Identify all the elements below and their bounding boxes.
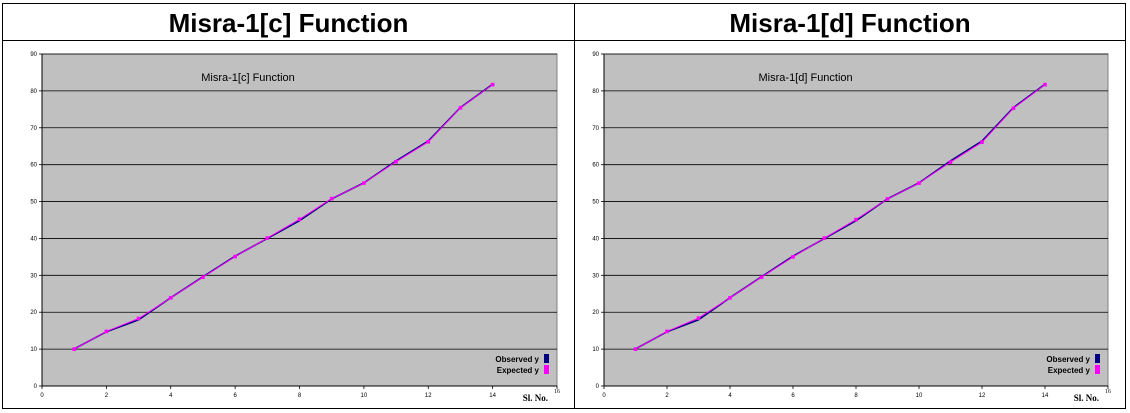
x-tick-label: 4: [728, 393, 732, 399]
y-tick-label: 0: [596, 384, 600, 390]
y-tick-label: 40: [30, 236, 37, 242]
data-point: [265, 236, 270, 240]
series-line-expected: [73, 84, 493, 350]
x-tick-label: 0: [602, 393, 606, 399]
y-tick-label: 70: [592, 126, 599, 132]
data-point: [426, 139, 431, 144]
y-tick-label: 20: [592, 310, 599, 316]
y-tick-label: 90: [30, 52, 37, 58]
x-tick-label: 16: [1105, 389, 1111, 395]
data-point: [980, 140, 984, 144]
data-point: [1043, 82, 1047, 87]
legend-swatch-observed: [1095, 354, 1100, 363]
chart-title: Misra-1[c] Function: [201, 72, 295, 84]
x-tick-label: 6: [233, 393, 237, 399]
y-tick-label: 60: [592, 163, 599, 169]
y-tick-label: 20: [30, 310, 37, 316]
header-divider: [2, 40, 1126, 41]
x-tick-label: 12: [979, 393, 986, 399]
data-point: [791, 255, 795, 259]
data-point: [329, 196, 334, 201]
data-point: [1011, 106, 1016, 111]
y-tick-label: 40: [592, 236, 599, 242]
data-point: [136, 316, 141, 321]
legend-label-expected: Expected y: [497, 366, 540, 375]
y-tick-label: 50: [592, 200, 599, 206]
data-point: [394, 159, 398, 164]
data-point: [759, 275, 764, 279]
x-tick-label: 16: [554, 389, 560, 395]
x-tick-label: 2: [105, 393, 109, 399]
data-point: [728, 296, 732, 300]
table-frame: [2, 3, 1126, 409]
x-tick-label: 4: [169, 393, 173, 399]
x-tick-label: 6: [791, 393, 795, 399]
data-point: [822, 236, 827, 240]
data-point: [72, 347, 76, 351]
legend-swatch-expected: [544, 365, 549, 374]
legend-label-observed: Observed y: [1046, 355, 1090, 364]
y-tick-label: 0: [34, 384, 38, 390]
data-point: [297, 217, 302, 222]
data-point: [633, 347, 638, 351]
legend-label-expected: Expected y: [1048, 366, 1091, 375]
column-divider: [574, 3, 575, 409]
data-point: [168, 296, 173, 300]
data-point: [362, 181, 366, 185]
series-line-observed: [73, 83, 494, 350]
chart-misra-1c: 0 10 20 30 40 50 60 70 80 90 0 2 4 6 8 10 12 14 16 Sl. No. M…: [30, 52, 560, 403]
y-tick-label: 80: [592, 89, 599, 95]
y-tick-label: 10: [30, 347, 37, 353]
y-tick-label: 70: [30, 126, 37, 132]
legend-label-observed: Observed y: [495, 355, 539, 364]
data-point: [458, 106, 463, 110]
series-line-observed: [635, 83, 1046, 350]
y-tick-label: 30: [592, 273, 599, 279]
data-point: [948, 160, 953, 164]
x-tick-label: 10: [361, 393, 368, 399]
x-tick-label: 10: [916, 393, 923, 399]
series-line-expected: [635, 84, 1046, 350]
chart-misra-1d: 0 10 20 30 40 50 60 70 80 90 0 2 4 6 8 10 12 14 16 Sl. No. M…: [592, 52, 1111, 403]
data-point: [917, 181, 921, 185]
x-axis-label: Sl. No.: [523, 393, 548, 403]
y-tick-label: 90: [592, 52, 599, 58]
data-point: [201, 275, 205, 279]
chart-title: Misra-1[d] Function: [759, 72, 853, 84]
legend-swatch-expected: [1095, 365, 1100, 374]
y-tick-label: 50: [30, 200, 37, 206]
legend-swatch-observed: [544, 354, 549, 363]
data-point: [665, 329, 669, 334]
data-point: [885, 197, 890, 201]
x-tick-label: 8: [298, 393, 302, 399]
x-tick-label: 14: [1042, 393, 1049, 399]
x-tick-label: 8: [854, 393, 858, 399]
y-tick-label: 60: [30, 163, 37, 169]
x-tick-label: 12: [425, 393, 432, 399]
x-axis-label: Sl. No.: [1074, 393, 1099, 403]
data-point: [233, 254, 237, 259]
data-point: [104, 329, 109, 334]
data-point: [490, 82, 495, 87]
x-tick-label: 0: [40, 393, 44, 399]
heading-misra-1d: Misra-1[d] Function: [729, 8, 971, 38]
heading-misra-1c: Misra-1[c] Function: [168, 8, 409, 38]
x-tick-label: 14: [489, 393, 496, 399]
data-point: [854, 217, 858, 222]
y-tick-label: 30: [30, 273, 37, 279]
x-tick-label: 2: [665, 393, 669, 399]
data-point: [696, 316, 701, 320]
y-tick-label: 10: [592, 347, 599, 353]
y-tick-label: 80: [30, 89, 37, 95]
